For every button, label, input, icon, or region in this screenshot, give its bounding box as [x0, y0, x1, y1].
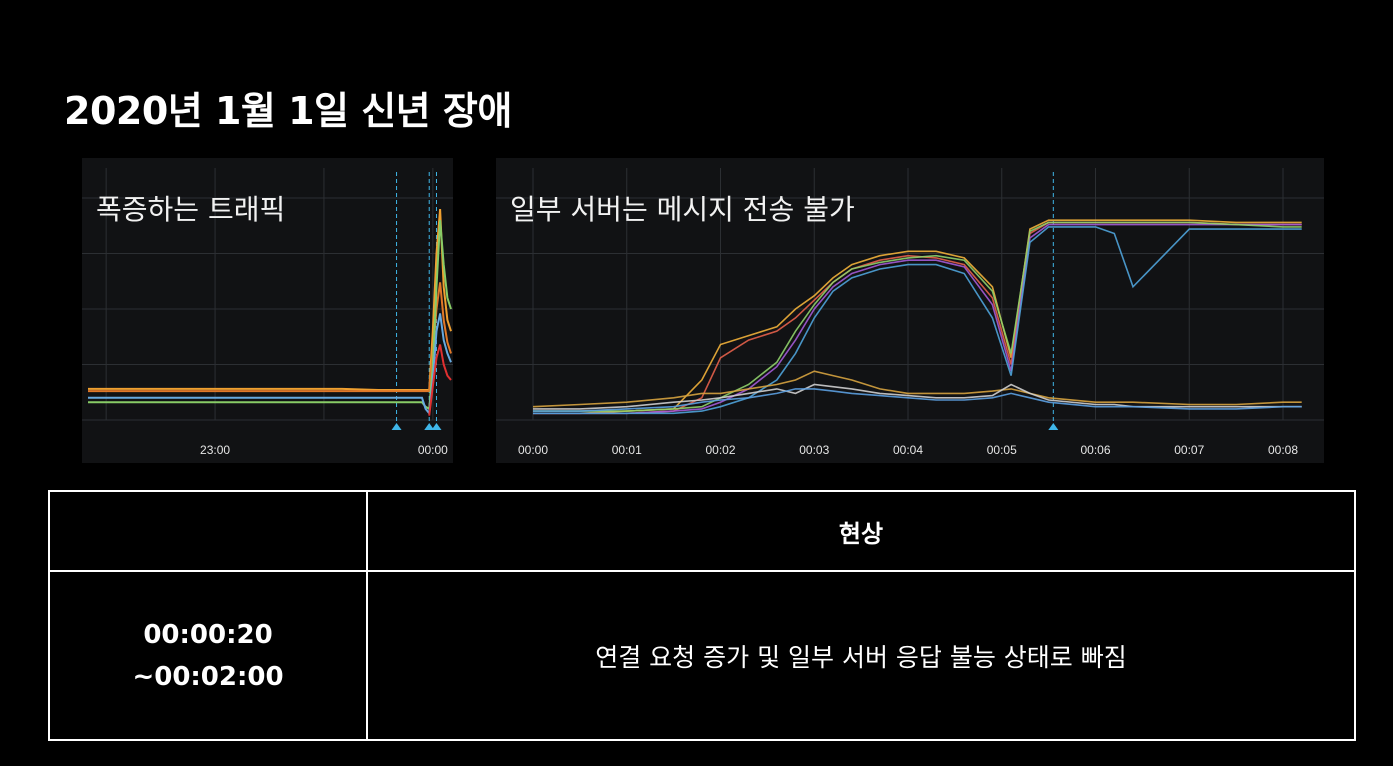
time-start: 00:00:20 [143, 619, 273, 650]
x-tick-label: 00:01 [612, 443, 642, 457]
message-chart-grid [496, 168, 1324, 421]
event-marker-arrow [1048, 423, 1059, 430]
message-chart: 00:00 00:01 00:02 00:03 00:04 00:05 00:06 00:07… [496, 168, 1324, 457]
x-tick-label: 00:00 [418, 443, 448, 457]
table-row: 00:00:20 ~00:02:00 연결 요청 증가 및 일부 서버 응답 불… [48, 570, 1356, 741]
message-series-line [533, 383, 1302, 410]
message-chart-panel: 일부 서버는 메시지 전송 불가 00:00 00:01 00:02 00:03 00:… [496, 158, 1324, 463]
message-series-line [533, 226, 1302, 415]
message-chart-annotation: 일부 서버는 메시지 전송 불가 [510, 193, 855, 226]
phase-table: 현상 00:00:20 ~00:02:00 연결 요청 증가 및 일부 서버 응… [48, 490, 1356, 741]
traffic-chart: 23:00 00:00 [82, 168, 453, 457]
event-marker-arrow [424, 423, 435, 430]
event-marker-arrow [391, 423, 402, 430]
message-series-line [532, 370, 1302, 408]
traffic-series-line [88, 209, 452, 391]
x-tick-label: 00:02 [705, 443, 735, 457]
x-tick-label: 00:03 [799, 443, 829, 457]
traffic-series-line [88, 313, 452, 416]
message-series-line [533, 219, 1302, 415]
phenomenon-cell: 연결 요청 증가 및 일부 서버 응답 불능 상태로 빠짐 [366, 570, 1356, 741]
traffic-series-line [428, 344, 452, 416]
traffic-chart-annotation: 폭증하는 트래픽 [96, 193, 286, 226]
message-series-line [533, 388, 1302, 412]
x-tick-label: 00:07 [1174, 443, 1204, 457]
traffic-chart-panel: 폭증하는 트래픽 23:00 00:00 [82, 158, 453, 463]
header-time [48, 490, 368, 572]
event-marker-arrow [431, 423, 442, 430]
time-end: ~00:02:00 [132, 661, 284, 692]
x-tick-label: 00:00 [518, 443, 548, 457]
message-series-line [533, 221, 1302, 412]
x-tick-label: 00:06 [1080, 443, 1110, 457]
table-header-row: 현상 [48, 490, 1356, 572]
traffic-series-line [88, 220, 452, 411]
time-range-cell: 00:00:20 ~00:02:00 [48, 570, 368, 741]
x-tick-label: 00:04 [893, 443, 923, 457]
x-tick-label: 00:05 [987, 443, 1017, 457]
x-tick-label: 00:08 [1268, 443, 1298, 457]
x-tick-label: 23:00 [200, 443, 230, 457]
traffic-series-line [88, 282, 452, 393]
traffic-chart-grid [82, 168, 453, 421]
header-phenomenon: 현상 [366, 490, 1356, 572]
slide-title: 2020년 1월 1일 신년 장애 [64, 89, 512, 133]
message-series-line [533, 223, 1302, 415]
